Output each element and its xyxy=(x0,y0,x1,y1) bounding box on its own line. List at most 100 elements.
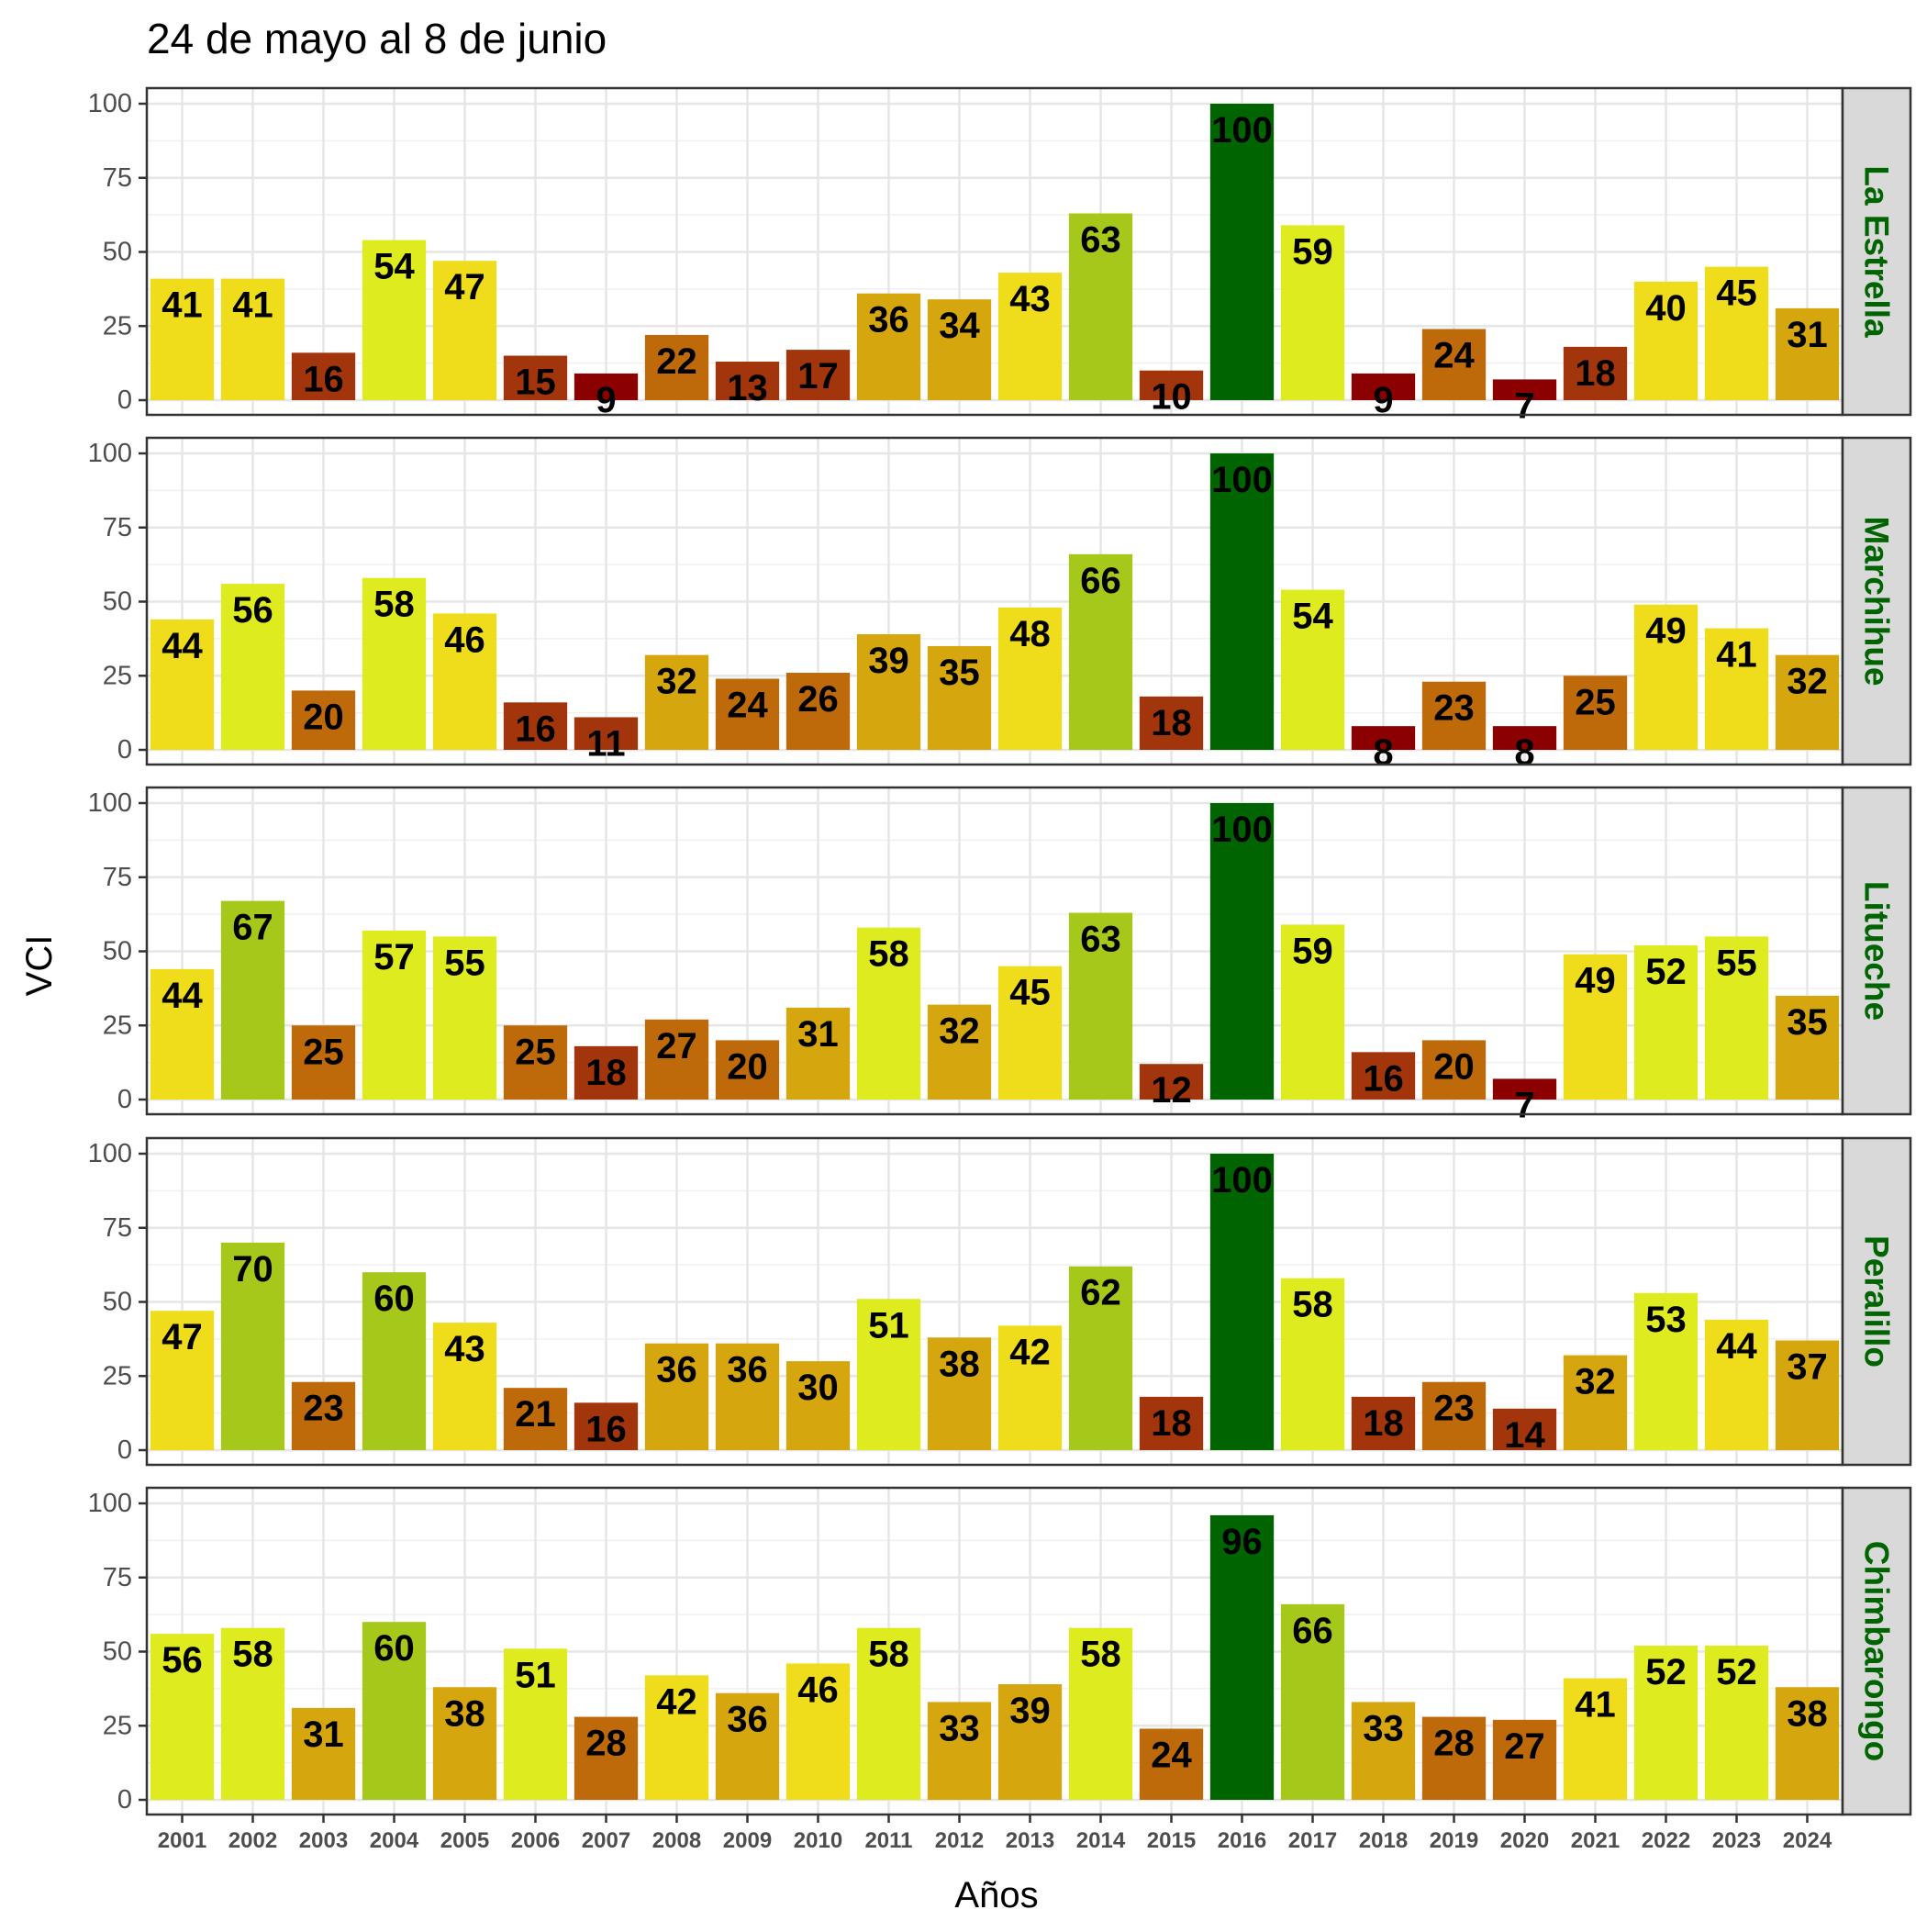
bar-value-label: 47 xyxy=(444,267,485,307)
bar xyxy=(1563,1678,1628,1800)
bar-value-label: 22 xyxy=(656,341,697,382)
bar-value-label: 66 xyxy=(1080,561,1121,601)
bar-value-label: 18 xyxy=(1151,703,1192,743)
bar-value-label: 49 xyxy=(1645,611,1687,652)
bar xyxy=(432,936,497,1100)
bar-value-label: 53 xyxy=(1645,1300,1687,1340)
bar xyxy=(1068,912,1133,1100)
x-tick-label: 2019 xyxy=(1430,1828,1478,1853)
bar-value-label: 67 xyxy=(232,908,273,948)
x-tick-label: 2013 xyxy=(1006,1828,1054,1853)
bar xyxy=(715,1692,780,1800)
bar xyxy=(997,607,1063,750)
bar-value-label: 9 xyxy=(596,380,616,420)
bar-value-label: 60 xyxy=(373,1279,415,1319)
bar-value-label: 7 xyxy=(1514,385,1534,426)
bar xyxy=(644,1019,709,1100)
bar-value-label: 23 xyxy=(1433,1389,1475,1429)
bar-value-label: 32 xyxy=(656,662,697,702)
bar-value-label: 28 xyxy=(1433,1724,1475,1764)
y-tick-label: 50 xyxy=(103,587,132,617)
facet-strip xyxy=(1841,1136,1912,1467)
bar xyxy=(785,350,851,400)
bar xyxy=(856,1627,921,1800)
x-tick-label: 2016 xyxy=(1218,1828,1266,1853)
bar-value-label: 58 xyxy=(868,1635,909,1675)
bar xyxy=(997,966,1063,1100)
bar-value-label: 52 xyxy=(1716,1652,1757,1692)
bar-value-label: 38 xyxy=(444,1693,485,1734)
bar xyxy=(1704,936,1769,1100)
chart-title: 24 de mayo al 8 de junio xyxy=(147,15,607,62)
bar-value-label: 30 xyxy=(797,1368,839,1408)
bar-value-label: 25 xyxy=(1575,682,1616,722)
bar-value-label: 70 xyxy=(232,1249,273,1290)
bar xyxy=(150,619,215,750)
bar xyxy=(1068,1266,1133,1450)
bar xyxy=(856,1299,921,1450)
bar-value-label: 36 xyxy=(656,1350,697,1390)
bar xyxy=(927,299,992,400)
bar-value-label: 63 xyxy=(1080,220,1121,261)
bar-value-label: 24 xyxy=(1151,1735,1192,1775)
bar-value-label: 58 xyxy=(373,585,415,625)
bar xyxy=(1563,954,1628,1100)
y-tick-label: 0 xyxy=(117,1785,132,1815)
x-tick-label: 2002 xyxy=(228,1828,277,1853)
bar-value-label: 23 xyxy=(1433,688,1475,729)
bar xyxy=(856,293,921,400)
bar-value-label: 66 xyxy=(1292,1611,1333,1651)
bar xyxy=(220,1242,285,1450)
bar-value-label: 55 xyxy=(444,943,485,983)
bar-value-label: 20 xyxy=(727,1046,768,1087)
bar-value-label: 31 xyxy=(303,1714,344,1755)
bar xyxy=(644,654,709,750)
bar-value-label: 16 xyxy=(303,359,344,399)
bar xyxy=(1421,1040,1487,1100)
x-tick-label: 2014 xyxy=(1076,1828,1126,1853)
bar-value-label: 38 xyxy=(939,1344,980,1384)
bar-value-label: 35 xyxy=(939,653,980,693)
facet-strip xyxy=(1841,1486,1912,1816)
facet-strip xyxy=(1841,436,1912,766)
bar-value-label: 13 xyxy=(727,368,768,408)
y-tick-label: 100 xyxy=(88,788,132,818)
bar-value-label: 17 xyxy=(797,356,839,396)
bar xyxy=(1209,803,1275,1100)
bar xyxy=(503,702,568,750)
bar-value-label: 26 xyxy=(797,679,839,720)
y-axis-title: VCI xyxy=(19,935,60,997)
bar xyxy=(503,355,568,400)
facet-panel-chimbarongo: 56 58 31 60 38 51 28 42 36 46 58 33 39 58 24 96 66 33 28 27… xyxy=(88,1486,1912,1816)
bar-value-label: 55 xyxy=(1716,943,1757,983)
bar-value-label: 38 xyxy=(1787,1693,1828,1734)
x-tick-label: 2010 xyxy=(794,1828,842,1853)
bar xyxy=(785,1007,851,1100)
x-axis-title: Años xyxy=(954,1875,1038,1915)
bar-value-label: 48 xyxy=(1009,614,1051,654)
bar xyxy=(1351,1396,1416,1450)
x-tick-label: 2022 xyxy=(1642,1828,1690,1853)
bar xyxy=(220,584,285,750)
bar xyxy=(1492,379,1557,400)
y-tick-label: 0 xyxy=(117,385,132,415)
bar-value-label: 18 xyxy=(1151,1403,1192,1444)
bar xyxy=(1421,1716,1487,1800)
bar-value-label: 25 xyxy=(303,1032,344,1072)
y-tick-label: 75 xyxy=(103,1563,132,1592)
bar xyxy=(1563,1355,1628,1450)
x-tick-label: 2003 xyxy=(299,1828,348,1853)
bar xyxy=(1775,1687,1840,1800)
bar-value-label: 52 xyxy=(1645,1652,1687,1692)
y-tick-label: 100 xyxy=(88,439,132,468)
facet-strip-label: La Estrella xyxy=(1858,165,1896,338)
bar-value-label: 49 xyxy=(1575,961,1616,1001)
bar xyxy=(1209,1154,1275,1450)
bar xyxy=(1775,1340,1840,1450)
bar-value-label: 10 xyxy=(1151,377,1192,418)
bar xyxy=(150,278,215,400)
bar xyxy=(574,1402,639,1450)
bar xyxy=(1351,726,1416,750)
bar xyxy=(574,373,639,400)
bar-value-label: 41 xyxy=(1575,1685,1616,1725)
